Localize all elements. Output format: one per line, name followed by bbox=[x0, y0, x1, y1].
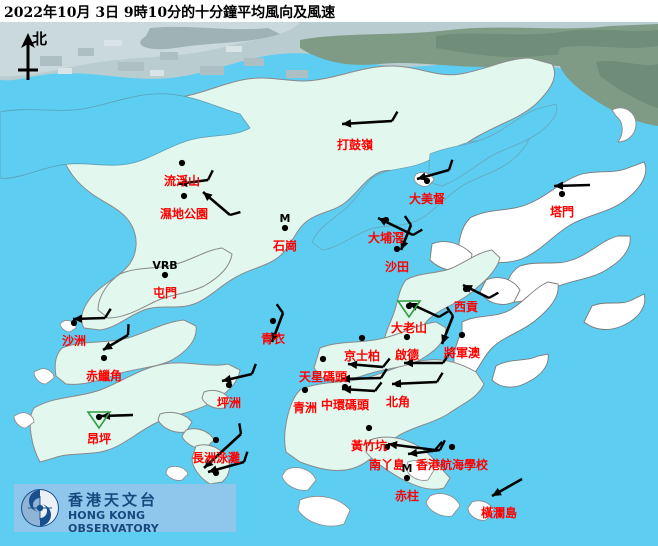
hko-logo-chinese: 香港天文台 bbox=[68, 491, 159, 509]
wind-barb bbox=[387, 440, 443, 452]
page-title: 2022年10月 3日 9時10分的十分鐘平均風向及風速 bbox=[4, 5, 336, 21]
hko-swirl-logo-icon bbox=[20, 488, 60, 528]
wind-barb bbox=[221, 363, 257, 384]
station-flag: VRB bbox=[152, 259, 178, 272]
station-label: 大美督 bbox=[408, 192, 446, 206]
station-label: 大老山 bbox=[390, 321, 428, 335]
station-label: 黃竹坑 bbox=[350, 439, 388, 453]
wind-barb bbox=[341, 111, 399, 128]
wind-barbs-layer bbox=[72, 111, 591, 498]
station-marker-highland-triangle bbox=[86, 411, 112, 430]
station-label: 沙洲 bbox=[61, 334, 87, 348]
station-label: 赤鱲角 bbox=[85, 369, 123, 383]
station-label: 打鼓嶺 bbox=[336, 138, 374, 152]
station-label: 北角 bbox=[385, 395, 411, 409]
station-marker-dot bbox=[462, 285, 470, 293]
wind-barb bbox=[72, 308, 112, 323]
station-marker-dot bbox=[423, 177, 431, 185]
station-marker-dot bbox=[365, 424, 373, 432]
station-label: 長洲泳灘 bbox=[191, 451, 241, 465]
station-marker-dot bbox=[383, 443, 391, 451]
station-marker-dot bbox=[458, 331, 466, 339]
station-markers-layer bbox=[70, 159, 566, 482]
map-geography bbox=[0, 22, 658, 546]
station-label: 昂坪 bbox=[86, 432, 112, 446]
wind-barb bbox=[347, 357, 391, 369]
station-label: 屯門 bbox=[152, 286, 178, 300]
station-label: 青洲 bbox=[292, 401, 318, 415]
station-label: 大埔滘 bbox=[367, 231, 405, 245]
wind-barb bbox=[491, 477, 523, 498]
station-marker-dot bbox=[269, 317, 277, 325]
station-label: 流浮山 bbox=[163, 174, 201, 188]
station-marker-dot bbox=[212, 436, 220, 444]
station-marker-highland-triangle bbox=[396, 300, 422, 319]
station-marker-dot bbox=[301, 386, 309, 394]
station-label: 京士柏 bbox=[343, 349, 381, 363]
station-label: 中環碼頭 bbox=[320, 398, 370, 412]
station-marker-dot bbox=[178, 159, 186, 167]
wind-barb bbox=[440, 306, 455, 345]
station-marker-dot bbox=[100, 354, 108, 362]
station-marker-dot bbox=[393, 245, 401, 253]
station-label: 坪洲 bbox=[216, 396, 242, 410]
hko-logo: 香港天文台 HONG KONG OBSERVATORY bbox=[14, 484, 236, 535]
station-marker-dot bbox=[403, 333, 411, 341]
satellite-mainland-layer bbox=[0, 22, 658, 126]
hko-logo-english: HONG KONG OBSERVATORY bbox=[68, 509, 159, 535]
wind-barb bbox=[102, 324, 130, 352]
station-label: 啟德 bbox=[394, 348, 420, 362]
station-label: 石崗 bbox=[272, 239, 298, 253]
land-layer bbox=[0, 57, 647, 527]
station-marker-dot bbox=[70, 319, 78, 327]
station-marker-dot bbox=[319, 355, 327, 363]
wind-map: 北 打鼓嶺流浮山濕地公園石崗 M 屯門 VRB 大美督塔門大埔滘沙田西貢大老山將軍澳 青衣… bbox=[0, 22, 658, 546]
station-marker-dot bbox=[358, 334, 366, 342]
wind-barb bbox=[177, 169, 214, 187]
station-marker-dot bbox=[341, 383, 349, 391]
wind-barb bbox=[270, 303, 285, 343]
station-label: 赤柱 bbox=[394, 489, 420, 503]
station-label: 塔門 bbox=[549, 205, 575, 219]
station-label: 南丫島 bbox=[368, 458, 406, 472]
station-label: 沙田 bbox=[384, 260, 410, 274]
station-label: 香港航海學校 bbox=[415, 458, 489, 472]
wind-barb bbox=[340, 368, 388, 383]
station-flag: M bbox=[401, 462, 413, 475]
station-flag: M bbox=[279, 212, 291, 225]
station-marker-dot bbox=[161, 271, 169, 279]
wind-barb bbox=[553, 181, 591, 190]
station-marker-dot bbox=[448, 443, 456, 451]
station-label: 西貢 bbox=[453, 300, 479, 314]
north-label: 北 bbox=[32, 30, 48, 48]
station-label: 將軍澳 bbox=[443, 346, 481, 360]
wind-barb bbox=[202, 191, 241, 217]
station-label: 青衣 bbox=[260, 332, 286, 346]
station-marker-dot bbox=[558, 190, 566, 198]
wind-barb bbox=[407, 439, 446, 458]
wind-barb bbox=[404, 353, 450, 368]
wind-barb bbox=[100, 411, 134, 420]
station-marker-dot bbox=[180, 192, 188, 200]
title-bar: 2022年10月 3日 9時10分的十分鐘平均風向及風速 bbox=[0, 0, 658, 22]
wind-barb bbox=[203, 423, 243, 469]
station-marker-dot bbox=[225, 381, 233, 389]
station-marker-dot bbox=[281, 224, 289, 232]
station-marker-dot bbox=[403, 474, 411, 482]
station-label: 天星碼頭 bbox=[298, 370, 348, 384]
station-label: 橫瀾島 bbox=[480, 506, 518, 520]
station-marker-dot bbox=[382, 216, 390, 224]
station-label: 濕地公園 bbox=[159, 207, 209, 221]
station-marker-dot bbox=[212, 469, 220, 477]
station-marker-dot bbox=[394, 380, 402, 388]
wind-barb bbox=[416, 159, 454, 181]
north-arrow-icon bbox=[8, 30, 68, 86]
wind-barb bbox=[399, 215, 413, 251]
